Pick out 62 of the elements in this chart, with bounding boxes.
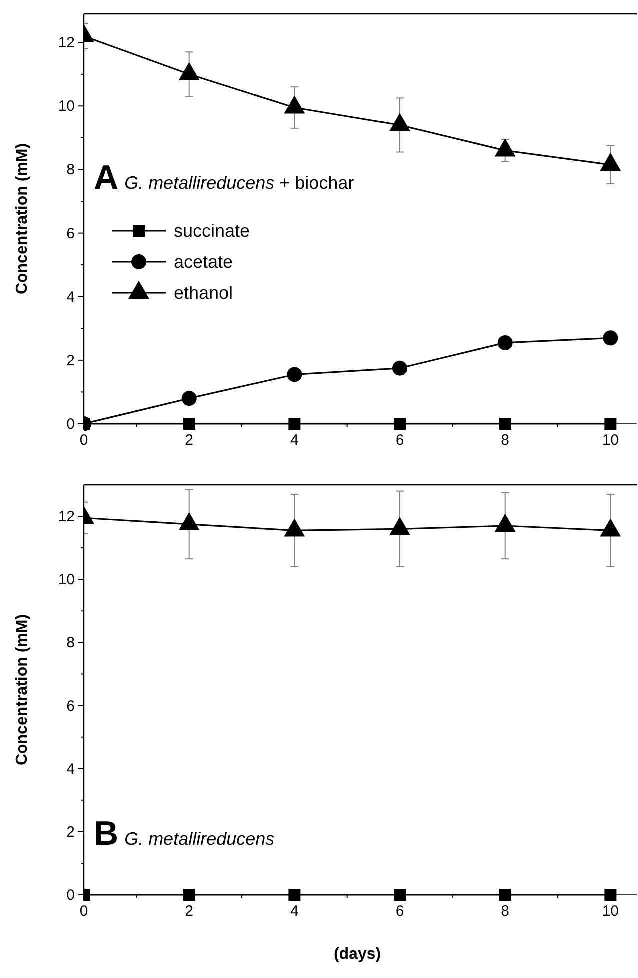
point (284, 96, 306, 114)
x-tick-label: 10 (602, 432, 620, 449)
point (287, 367, 302, 382)
y-tick-label: 8 (66, 162, 75, 179)
point (604, 889, 617, 901)
point (284, 518, 306, 537)
y-tick-label: 4 (66, 288, 75, 306)
point (183, 889, 196, 901)
annotation: + biochar (274, 173, 354, 193)
annotation: G. metallireducens (124, 173, 275, 193)
legend-label: ethanol (174, 283, 234, 303)
point (390, 113, 410, 132)
point (498, 335, 513, 350)
point (600, 152, 622, 172)
point (494, 514, 516, 532)
x-tick-label: 8 (501, 903, 510, 920)
x-tick-label: 6 (396, 432, 404, 449)
y-tick-label: 10 (58, 572, 75, 589)
annotation: G. metallireducens (124, 829, 275, 849)
y-tick-label: 6 (66, 698, 75, 715)
y-axis-title: Concentration (mM) (14, 143, 31, 295)
x-tick-label: 0 (80, 432, 88, 449)
y-tick-label: 8 (66, 634, 75, 652)
point (390, 517, 410, 536)
y-tick-label: 0 (66, 416, 75, 433)
x-axis-title: (days) (334, 946, 382, 963)
annotation: B (94, 815, 119, 853)
point (288, 418, 301, 430)
y-tick-label: 12 (58, 34, 75, 52)
annotation: A (94, 159, 119, 197)
point (178, 512, 200, 530)
legend-label: succinate (174, 221, 250, 241)
point (288, 889, 301, 901)
x-tick-label: 2 (185, 432, 194, 449)
x-tick-label: 6 (396, 903, 404, 920)
point (499, 889, 512, 901)
point (178, 62, 200, 80)
y-tick-label: 2 (66, 352, 75, 370)
point (394, 418, 406, 430)
x-tick-label: 2 (185, 903, 194, 920)
point (499, 418, 512, 430)
point (394, 889, 406, 901)
y-axis-title: Concentration (mM) (14, 614, 31, 766)
y-tick-label: 2 (66, 824, 75, 841)
x-tick-label: 8 (501, 432, 510, 449)
y-tick-label: 12 (58, 508, 75, 526)
point (392, 360, 408, 376)
y-tick-label: 10 (58, 98, 75, 116)
y-tick-label: 4 (66, 760, 75, 778)
point (604, 418, 617, 430)
point (183, 418, 196, 430)
point (494, 138, 516, 157)
x-tick-label: 0 (80, 903, 88, 920)
y-tick-label: 0 (66, 887, 75, 904)
point (600, 518, 622, 537)
legend-label: acetate (174, 252, 234, 272)
x-tick-label: 10 (602, 903, 620, 920)
y-tick-label: 6 (66, 225, 75, 242)
x-tick-label: 4 (290, 903, 299, 920)
point (182, 391, 197, 406)
point (603, 330, 618, 346)
x-tick-label: 4 (290, 432, 299, 449)
